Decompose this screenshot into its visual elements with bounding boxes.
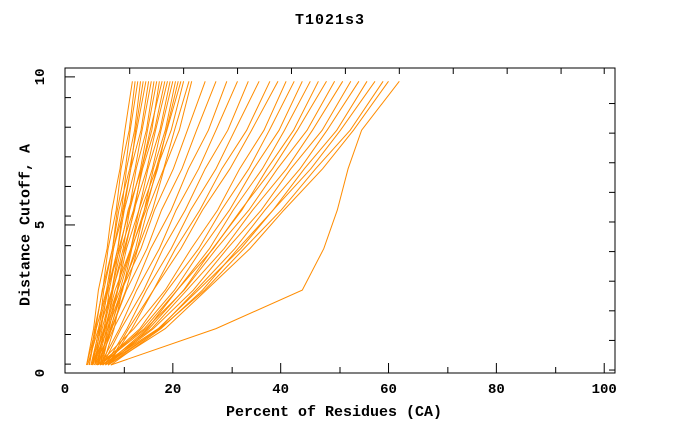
model-curve bbox=[88, 81, 150, 366]
model-curve bbox=[94, 81, 217, 366]
model-curve bbox=[102, 81, 249, 366]
y-tick-label: 10 bbox=[33, 68, 49, 85]
model-curve bbox=[91, 81, 152, 366]
x-tick-label: 40 bbox=[272, 382, 289, 398]
model-curve bbox=[86, 81, 147, 366]
model-curve bbox=[107, 81, 279, 366]
model-curve bbox=[105, 81, 352, 366]
model-curve bbox=[102, 81, 376, 366]
model-curve bbox=[91, 81, 206, 366]
axis-ticks bbox=[64, 68, 615, 374]
x-axis-label: Percent of Residues (CA) bbox=[225, 404, 443, 421]
model-curve bbox=[110, 80, 400, 366]
model-curve bbox=[99, 81, 336, 366]
x-tick-label: 0 bbox=[61, 382, 69, 398]
model-curve bbox=[92, 81, 168, 366]
x-tick-label: 20 bbox=[164, 382, 181, 398]
x-tick-label: 80 bbox=[488, 382, 505, 398]
model-curve bbox=[97, 81, 327, 366]
model-curve bbox=[97, 81, 287, 366]
model-curve bbox=[99, 81, 295, 366]
x-tick-label: 100 bbox=[592, 382, 617, 398]
chart-title: T1021s3 bbox=[294, 12, 365, 29]
model-curve bbox=[107, 81, 389, 366]
model-curve bbox=[105, 81, 384, 366]
model-curve bbox=[96, 81, 190, 366]
model-curve bbox=[102, 81, 303, 366]
model-curve bbox=[88, 81, 136, 366]
model-curve bbox=[94, 81, 185, 366]
y-axis-label: Distance Cutoff, A bbox=[17, 143, 35, 307]
tick-labels: 0 20 40 60 80 100 0 5 10 bbox=[33, 68, 617, 398]
model-curve bbox=[96, 81, 228, 366]
model-curve bbox=[107, 81, 360, 366]
x-tick-label: 60 bbox=[380, 382, 397, 398]
model-curve bbox=[99, 81, 238, 366]
model-curve bbox=[107, 81, 271, 366]
y-tick-label: 5 bbox=[33, 221, 49, 229]
model-curves bbox=[86, 80, 400, 366]
model-curve bbox=[91, 81, 182, 366]
model-curve bbox=[87, 81, 163, 366]
model-curve bbox=[86, 81, 133, 366]
y-tick-label: 0 bbox=[33, 369, 49, 377]
model-curve bbox=[104, 81, 260, 366]
model-curve bbox=[90, 81, 166, 366]
model-curve bbox=[102, 81, 344, 366]
